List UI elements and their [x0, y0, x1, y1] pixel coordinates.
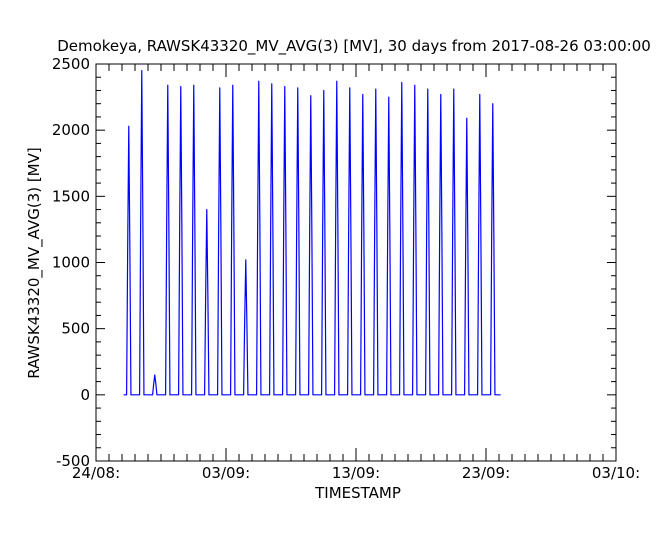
y-tick-label: 2000	[52, 121, 90, 139]
plot-area	[123, 70, 501, 396]
x-tick-label: 24/08:	[72, 464, 120, 482]
y-tick-label: 500	[61, 320, 90, 338]
y-axis-label: RAWSK43320_MV_AVG(3) [MV]	[25, 147, 44, 378]
y-tick-label: 1000	[52, 254, 90, 272]
x-axis-label: TIMESTAMP	[314, 484, 401, 502]
y-tick-label: 0	[80, 386, 90, 404]
chart-title: Demokeya, RAWSK43320_MV_AVG(3) [MV], 30 …	[57, 37, 651, 56]
series-line	[123, 70, 501, 396]
plot-frame	[95, 63, 617, 462]
x-tick-label: 03/10:	[592, 464, 640, 482]
x-tick-label: 03/09:	[202, 464, 250, 482]
axes: -500 0 500 1000 1500 2000 2500 24/08: 03/09: 13/0…	[52, 55, 640, 482]
y-tick-label: -500	[56, 452, 90, 470]
x-tick-label: 13/09:	[332, 464, 380, 482]
y-tick-label: 2500	[52, 55, 90, 73]
x-tick-label: 23/09:	[462, 464, 510, 482]
y-tick-label: 1500	[52, 187, 90, 205]
